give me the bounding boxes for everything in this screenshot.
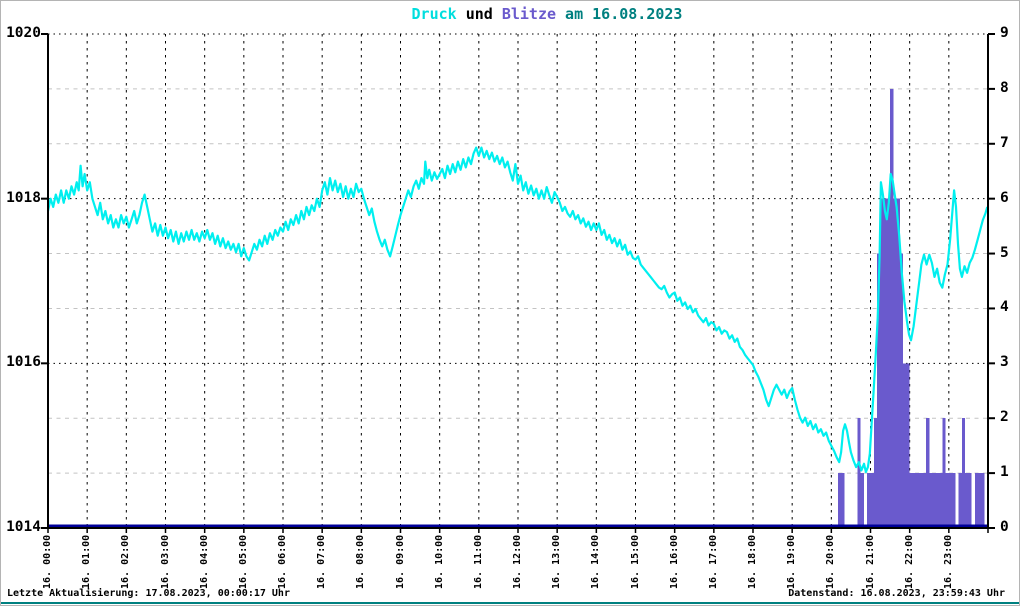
- lightning-bar: [952, 473, 956, 528]
- lightning-bar: [906, 363, 910, 528]
- lightning-bar: [883, 198, 887, 528]
- title-date-text: am 16.08.2023: [556, 5, 683, 23]
- lightning-bar: [899, 253, 904, 529]
- lightning-bar: [896, 198, 900, 528]
- lightning-bar: [877, 253, 881, 529]
- x-axis-tick-label: 16. 06:00: [277, 534, 288, 589]
- bottom-teal-rule: [1, 602, 1019, 604]
- right-axis-tick-label: 8: [1000, 79, 1009, 96]
- x-axis-tick-label: 16. 08:00: [355, 534, 367, 589]
- lightning-bar: [978, 473, 982, 528]
- lightning-bar: [916, 473, 920, 528]
- lightning-bar: [925, 418, 930, 528]
- x-axis-tick-label: 16. 21:00: [864, 534, 876, 589]
- lightning-bar: [922, 473, 926, 528]
- data-state-text: Datenstand: 16.08.2023, 23:59:43 Uhr: [788, 588, 1005, 599]
- lightning-bar: [919, 473, 923, 528]
- lightning-bar: [893, 198, 897, 528]
- lightning-bar: [909, 473, 913, 528]
- lightning-bar: [867, 473, 871, 528]
- title-und-word: und: [456, 5, 502, 23]
- x-axis-tick-label: 16. 15:00: [629, 534, 641, 589]
- x-axis-tick-label: 16. 00:00: [42, 534, 53, 589]
- lightning-bar: [890, 88, 894, 528]
- lightning-bar: [942, 418, 946, 528]
- x-axis-tick-label: 16. 16:00: [668, 534, 680, 589]
- lightning-bar: [932, 473, 936, 528]
- x-axis-tick-label: 16. 12:00: [512, 534, 523, 589]
- right-axis-tick-label: 6: [1000, 189, 1009, 206]
- x-axis-tick-label: 16. 04:00: [198, 534, 210, 589]
- lightning-bar: [929, 473, 933, 528]
- right-axis-tick-label: 5: [1000, 244, 1009, 261]
- lightning-bar: [873, 418, 878, 528]
- lightning-bar: [870, 473, 874, 528]
- x-axis-tick-label: 16. 02:00: [120, 534, 132, 589]
- title-pressure-word: Druck: [411, 5, 457, 23]
- zero-baseline: [48, 524, 988, 528]
- right-axis-tick-label: 3: [1000, 354, 1009, 371]
- last-update-text: Letzte Aktualisierung: 17.08.2023, 00:00…: [7, 588, 290, 599]
- x-axis-tick-label: 16. 20:00: [825, 534, 837, 589]
- x-axis-tick-label: 16. 10:00: [433, 534, 445, 589]
- x-axis-tick-label: 16. 22:00: [903, 534, 915, 589]
- lightning-bar: [912, 473, 917, 528]
- chart-title: Druck und Blitze am 16.08.2023: [48, 5, 988, 23]
- x-axis-tick-label: 16. 01:00: [81, 534, 93, 589]
- lightning-bar: [886, 198, 891, 528]
- lightning-bar: [974, 473, 979, 528]
- right-axis-tick-label: 0: [1000, 519, 1009, 535]
- x-axis-tick-label: 16. 14:00: [590, 534, 602, 589]
- lightning-bar: [860, 473, 864, 528]
- lightning-bar: [958, 473, 962, 528]
- x-axis-tick-label: 16. 17:00: [707, 534, 719, 589]
- lightning-bar: [903, 363, 907, 528]
- x-axis-tick-label: 16. 09:00: [394, 534, 406, 589]
- pressure-line: [46, 146, 989, 474]
- lightning-bar: [857, 418, 861, 528]
- lightning-bar: [961, 418, 966, 528]
- title-lightning-word: Blitze: [501, 5, 557, 23]
- left-axis-tick-label: 1020: [6, 25, 41, 41]
- lightning-bar: [935, 473, 940, 528]
- lightning-bar: [948, 473, 953, 528]
- left-axis-tick-label: 1016: [6, 354, 41, 371]
- lightning-bar: [837, 473, 842, 528]
- lightning-bar: [965, 473, 969, 528]
- left-axis-tick-label: 1018: [6, 189, 41, 206]
- right-axis-tick-label: 4: [1000, 299, 1009, 316]
- x-axis-tick-label: 16. 05:00: [237, 534, 249, 589]
- x-axis-tick-label: 16. 18:00: [747, 534, 758, 589]
- x-axis-tick-label: 16. 13:00: [551, 534, 563, 589]
- right-axis-tick-label: 7: [1000, 134, 1009, 151]
- lightning-bar: [939, 473, 943, 528]
- lightning-bar: [968, 473, 972, 528]
- x-axis-tick-label: 16. 19:00: [786, 534, 798, 589]
- left-axis-tick-label: 1014: [6, 519, 41, 535]
- lightning-bar: [880, 198, 884, 528]
- x-axis-tick-label: 16. 23:00: [942, 534, 954, 589]
- right-axis-tick-label: 9: [1000, 25, 1009, 41]
- lightning-bar: [945, 473, 949, 528]
- right-axis-tick-label: 1: [1000, 464, 1009, 481]
- x-axis-tick-label: 16. 11:00: [472, 534, 484, 589]
- lightning-bar: [981, 473, 985, 528]
- x-axis-tick-label: 16. 03:00: [159, 534, 171, 589]
- lightning-bar: [841, 473, 845, 528]
- x-axis-tick-label: 16. 07:00: [316, 534, 328, 589]
- right-axis-tick-label: 2: [1000, 409, 1009, 426]
